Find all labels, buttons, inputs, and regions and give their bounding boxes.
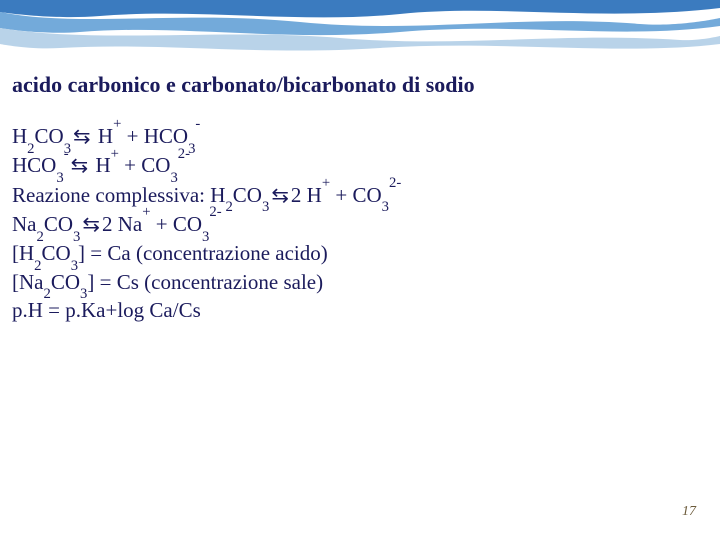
equilibrium-arrow: ⇆ — [269, 182, 291, 210]
equation-line-2: HCO3- ⇆ H+ + CO32- — [12, 151, 700, 180]
page-number: 17 — [682, 504, 696, 520]
header-wave — [0, 0, 720, 60]
equation-line-7: p.H = p.Ka+log Ca/Cs — [12, 296, 700, 324]
equilibrium-arrow: ⇆ — [80, 211, 102, 239]
equation-line-4: Na2CO3 ⇆ 2 Na+ + CO32- — [12, 210, 700, 239]
equilibrium-arrow: ⇆ — [71, 123, 93, 151]
slide-title: acido carbonico e carbonato/bicarbonato … — [12, 72, 700, 98]
equilibrium-arrow: ⇆ — [69, 152, 91, 180]
equation-line-3: Reazione complessiva: H2CO3 ⇆ 2 H+ + CO3… — [12, 181, 700, 210]
equation-block: H2CO3⇆ H+ + HCO3- HCO3- ⇆ H+ + CO32- Rea… — [12, 122, 700, 324]
equation-line-5: [H2CO3] = Ca (concentrazione acido) — [12, 239, 700, 267]
equation-line-6: [Na2CO3] = Cs (concentrazione sale) — [12, 268, 700, 296]
slide-content: acido carbonico e carbonato/bicarbonato … — [12, 72, 700, 324]
